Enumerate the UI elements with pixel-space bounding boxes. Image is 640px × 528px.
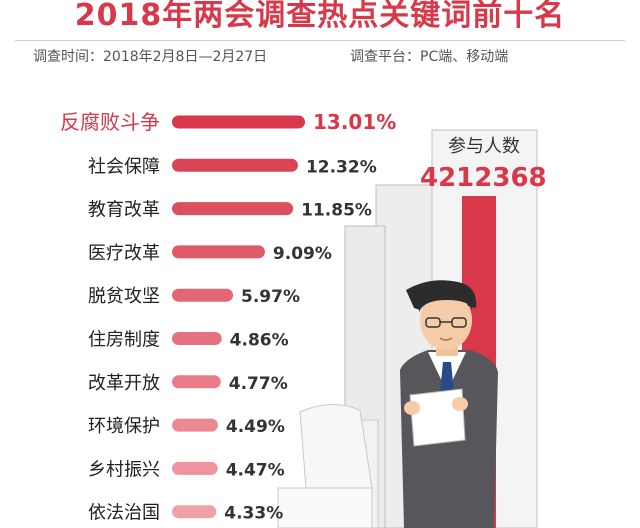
value-label: 11.85% [301,201,372,221]
survey-platform: 调查平台：PC端、移动端 [350,49,509,65]
category-label: 教育改革 [88,200,160,221]
bar [172,202,294,216]
category-label: 改革开放 [88,373,160,394]
bar [172,461,218,475]
value-label: 4.33% [224,504,283,524]
bar [172,505,217,519]
value-label: 4.49% [226,417,285,437]
bar [172,418,218,432]
value-label: 4.86% [230,331,289,351]
bar [172,332,222,345]
category-label: 乡村振兴 [88,459,160,480]
value-label: 9.09% [273,244,332,264]
value-label: 5.97% [241,287,300,307]
bar [172,245,265,259]
bar [172,288,234,302]
value-label: 12.32% [306,157,377,177]
participants-label: 参与人数 [448,136,520,157]
category-label: 环境保护 [88,416,160,437]
category-label: 反腐败斗争 [60,110,160,134]
chart-title: 2018年两会调查热点关键词前十名 [74,0,566,33]
category-label: 脱贫攻坚 [88,286,160,307]
category-label: 社会保障 [88,156,160,177]
participants-value: 4212368 [420,163,547,193]
category-label: 依法治国 [88,503,160,524]
value-label: 4.77% [229,374,288,394]
category-label: 医疗改革 [88,243,160,264]
title-divider [15,40,625,41]
value-label: 13.01% [313,110,396,134]
businessman-icon [400,280,498,528]
bar [172,115,305,129]
bar [172,375,221,389]
value-label: 4.47% [226,460,285,480]
survey-period: 调查时间：2018年2月8日—2月27日 [33,49,268,65]
bar [172,158,298,172]
category-label: 住房制度 [88,330,160,351]
